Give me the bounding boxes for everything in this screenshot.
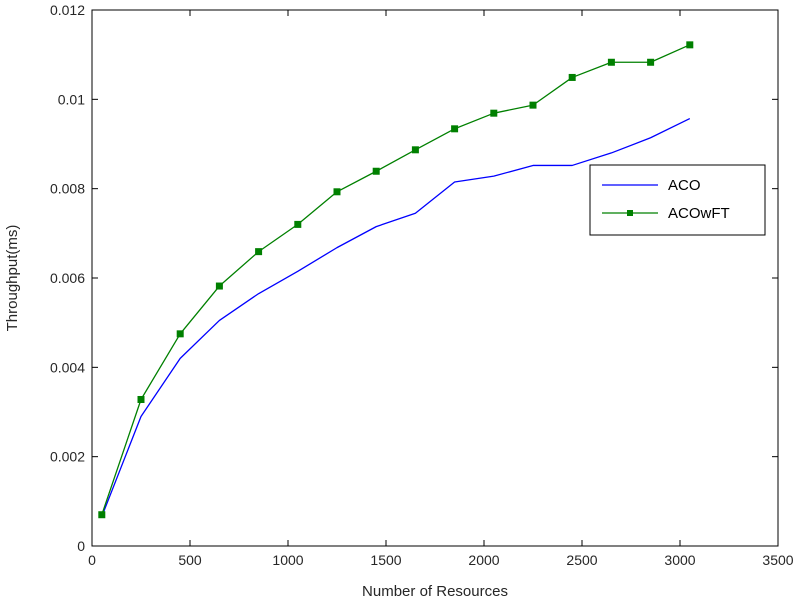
y-tick-label: 0.004 [50,359,85,375]
y-tick-label: 0 [77,538,85,554]
legend-box [589,164,766,236]
data-point-acowft [98,511,106,519]
y-tick-label: 0.002 [50,449,85,465]
x-axis-label: Number of Resources [362,583,508,599]
legend-label: ACO [668,177,701,194]
x-tick-label: 500 [178,552,202,568]
data-point-acowft [215,282,223,290]
x-tick-label: 2000 [468,552,499,568]
series-layer [98,41,694,519]
x-tick-label: 2500 [566,552,597,568]
axes-layer: 0 500 1000 1500 2000 2500 3000 3500 0 0.002 0.004 0… [50,2,794,568]
legend: ACO ACOwFT [589,164,766,236]
y-axis-label: Throughput(ms) [4,225,21,332]
series-acowft [98,41,694,519]
y-tick-label: 0.006 [50,270,85,286]
data-point-acowft [647,58,655,66]
data-point-acowft [137,395,145,403]
data-point-acowft [568,73,576,81]
data-point-acowft [686,41,694,49]
data-point-acowft [607,58,615,66]
x-tick-label: 1500 [370,552,401,568]
legend-label: ACOwFT [668,205,730,222]
data-point-acowft [411,146,419,154]
plot-area [92,10,778,546]
data-point-acowft [294,220,302,228]
series-aco [101,117,691,517]
data-point-acowft [451,125,459,133]
y-tick-label: 0.012 [50,2,85,18]
legend-swatch-marker [627,210,633,216]
x-tick-label: 0 [88,552,96,568]
data-point-acowft [490,109,498,117]
x-tick-label: 1000 [272,552,303,568]
x-tick-label: 3500 [762,552,793,568]
series-line-acowft [101,44,691,515]
data-point-acowft [529,101,537,109]
y-tick-label: 0.01 [58,91,85,107]
legend-item-acowft: ACOwFT [602,205,730,222]
data-point-acowft [372,167,380,175]
data-point-acowft [176,330,184,338]
legend-item-aco: ACO [602,177,701,194]
series-line-aco [101,117,691,517]
data-point-acowft [255,248,263,256]
x-tick-label: 3000 [664,552,695,568]
y-tick-label: 0.008 [50,181,85,197]
plot-background [92,10,778,546]
data-point-acowft [333,188,341,196]
